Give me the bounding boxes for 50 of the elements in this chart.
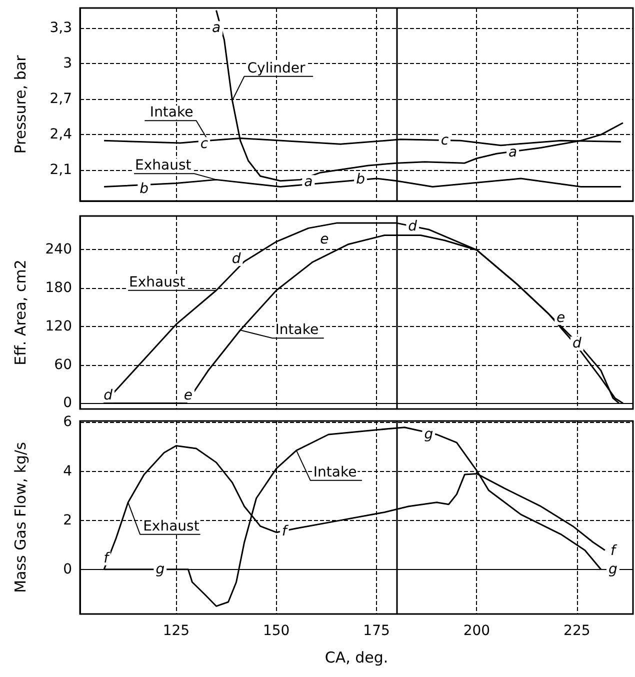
x-tick-label: 175 [363, 623, 390, 639]
x-axis-title: CA, deg. [324, 648, 388, 666]
annotation: d [232, 250, 241, 267]
y-tick-label: 2,7 [50, 91, 72, 108]
y-tick-label: 4 [63, 463, 72, 480]
y-tick-label: 2 [63, 512, 72, 528]
y-tick-label: 120 [45, 318, 72, 334]
y-tick-label: 60 [54, 356, 72, 373]
annotation: a [212, 20, 221, 36]
y-tick-label: 2,4 [50, 126, 72, 143]
annotation: a [304, 174, 313, 190]
annotation: Exhaust [134, 158, 192, 174]
y-tick-label: 180 [45, 280, 72, 296]
annotation: d [408, 218, 418, 234]
annotation: d [104, 388, 113, 404]
annotation: Intake [275, 322, 319, 338]
x-tick-label: 200 [463, 623, 490, 639]
y-tick-label: 0 [63, 395, 72, 412]
annotation: c [200, 136, 208, 152]
y-axis-title: Mass Gas Flow, kg/s [12, 442, 30, 593]
annotation: e [556, 310, 566, 326]
annotation: a [508, 144, 518, 160]
annotation: d [572, 336, 582, 352]
annotation: g [424, 426, 434, 442]
y-tick-label: 3 [63, 56, 72, 72]
y-tick-label: 3,3 [50, 20, 72, 36]
y-tick-label: 2,1 [50, 162, 72, 178]
x-tick-label: 225 [564, 623, 590, 639]
annotation: f [610, 542, 618, 559]
y-tick-label: 240 [45, 241, 72, 258]
y-tick-label: 6 [63, 414, 72, 430]
y-axis-title: Eff. Area, cm2 [12, 260, 30, 366]
annotation: c [440, 132, 449, 149]
annotation: Intake [150, 104, 194, 121]
y-tick-label: 0 [63, 561, 72, 578]
annotation: Exhaust [128, 274, 186, 290]
annotation: f [104, 550, 111, 566]
annotation: Intake [313, 464, 357, 480]
x-tick-label: 150 [262, 623, 290, 639]
annotation: b [356, 172, 366, 188]
annotation: g [156, 561, 165, 578]
y-axis-title: Pressure, bar [12, 54, 30, 154]
annotation: Exhaust [143, 518, 200, 534]
annotation: e [184, 388, 193, 404]
x-tick-label: 125 [162, 623, 190, 639]
annotation: g [608, 561, 618, 578]
annotation: Cylinder [247, 60, 306, 76]
annotation: b [140, 181, 149, 198]
annotation: f [282, 523, 289, 540]
annotation: e [320, 232, 329, 248]
